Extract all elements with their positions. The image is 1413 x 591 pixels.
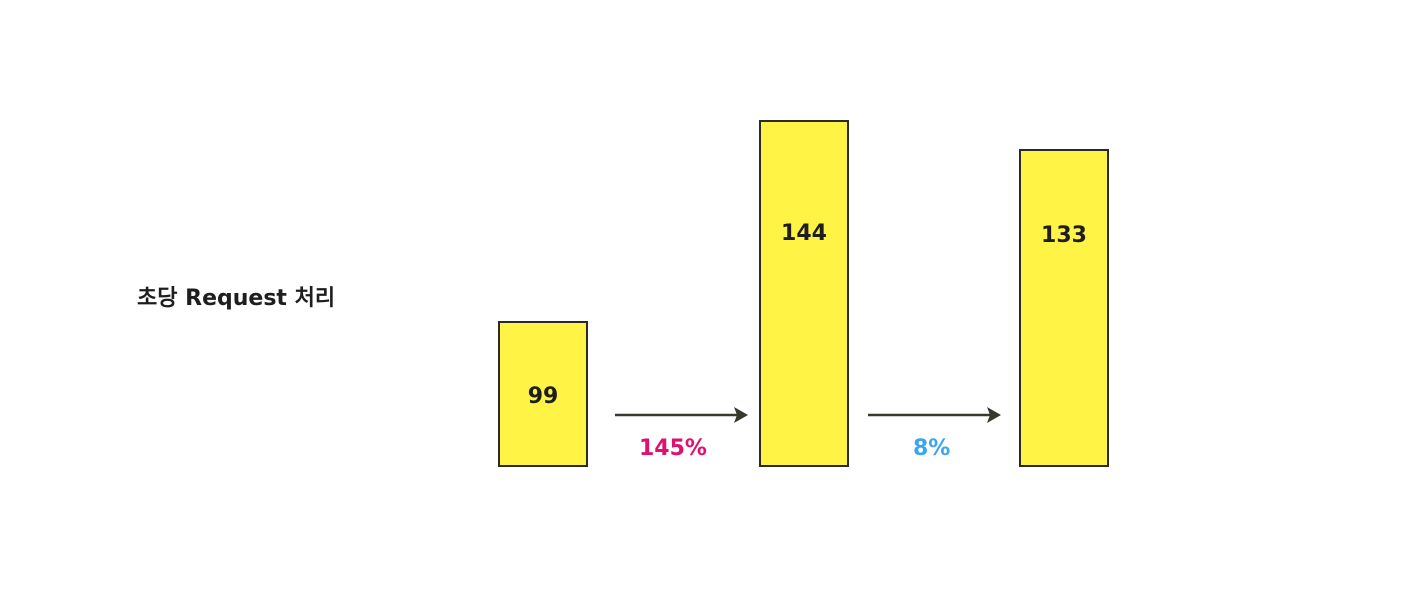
change-label-2: 8% <box>913 436 951 461</box>
bar-3: 133 <box>1019 149 1109 467</box>
diagram-title: 초당 Request 처리 <box>137 286 336 311</box>
bar-1: 99 <box>498 321 588 467</box>
bar-1-label: 99 <box>527 383 559 409</box>
bar-2-label: 144 <box>781 221 827 246</box>
change-label-1: 145% <box>639 436 707 461</box>
bar-2: 144 <box>759 120 849 467</box>
arrow-right-icon <box>615 407 748 423</box>
bar-3-label: 133 <box>1041 222 1087 248</box>
arrow-right-icon <box>868 407 1001 423</box>
